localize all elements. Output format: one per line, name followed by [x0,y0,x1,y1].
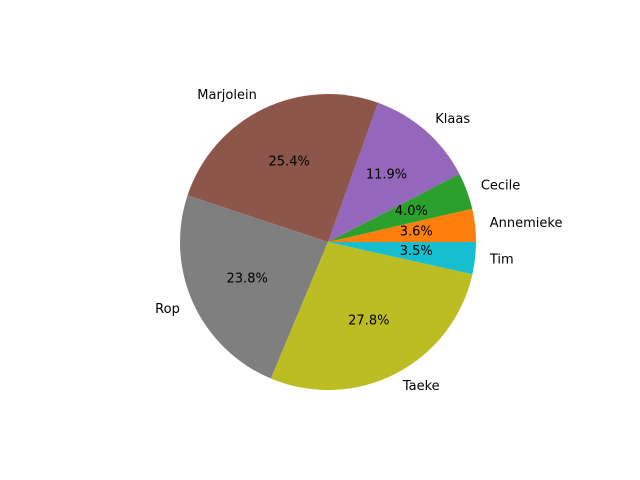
slice-label-klaas: Klaas [435,112,470,127]
slice-label-cecile: Cecile [481,178,520,193]
slice-percent-klaas: 11.9% [366,168,407,183]
slice-percent-annemieke: 3.6% [400,224,433,239]
pie-slice-taeke [270,242,473,391]
slice-percent-tim: 3.5% [400,244,433,259]
slice-percent-marjolein: 25.4% [269,155,310,170]
slice-percent-taeke: 27.8% [348,313,389,328]
slice-label-tim: Tim [489,252,514,267]
slice-label-taeke: Taeke [402,379,440,394]
slice-label-annemieke: Annemieke [490,216,563,231]
pie-slice-klaas [328,102,460,242]
slice-label-rop: Rop [155,302,180,317]
pie-slice-annemieke [328,208,476,242]
slice-label-marjolein: Marjolein [197,88,257,103]
pie-slices [179,93,476,391]
slice-percent-cecile: 4.0% [395,204,428,219]
slice-percent-rop: 23.8% [227,271,268,286]
pie-slice-marjolein [187,93,379,242]
pie-slice-rop [179,195,328,379]
pie-slice-cecile [328,173,473,242]
pie-labels: Annemieke 3.6% Cecile 4.0% Klaas 11.9% Marjole… [155,88,562,394]
pie-slice-tim [328,242,476,275]
